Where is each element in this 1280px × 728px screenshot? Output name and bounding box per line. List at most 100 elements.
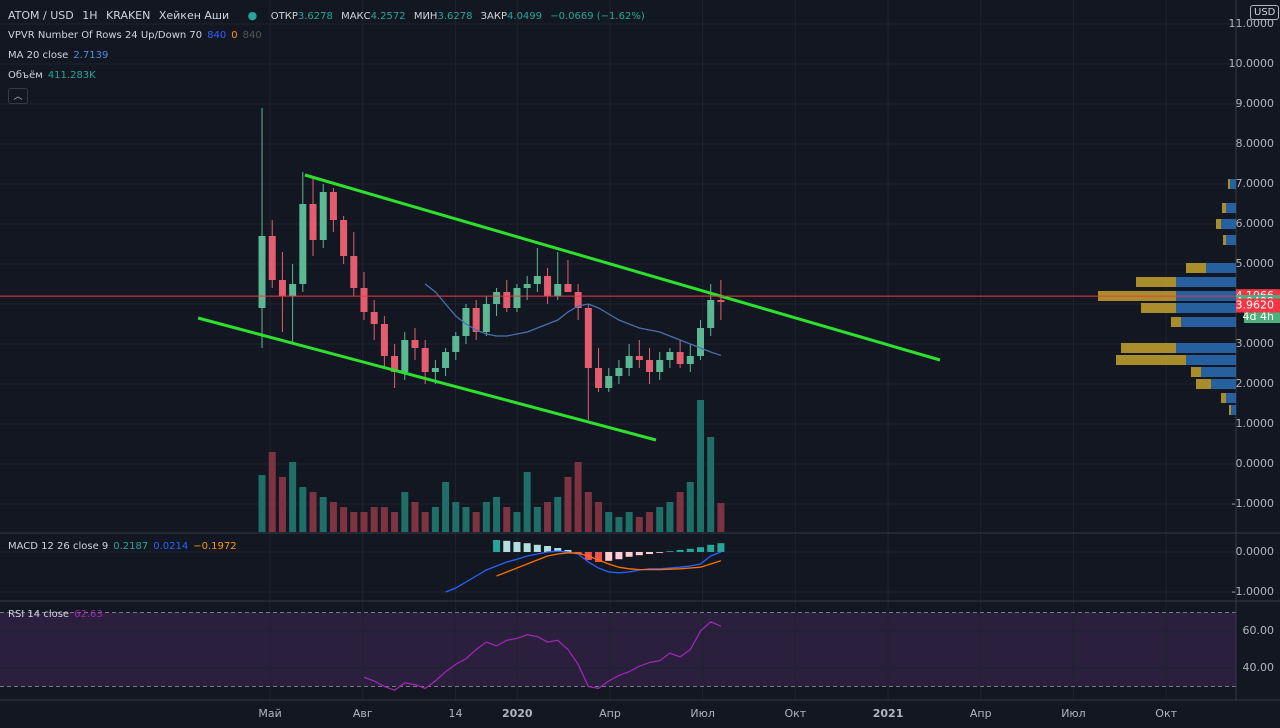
collapse-button[interactable]: ︿ <box>8 88 28 104</box>
rsi-background <box>0 612 1236 687</box>
candle-body <box>564 284 572 292</box>
vp-up <box>1176 277 1236 287</box>
candle-body <box>635 356 643 360</box>
volume-bar <box>646 511 654 532</box>
candle-body <box>676 352 684 364</box>
macd-histogram <box>615 552 623 560</box>
volume-bar <box>452 501 460 532</box>
volume-bar <box>482 501 490 532</box>
value: 0.2187 <box>113 541 149 552</box>
volume-legend: Объём 411.283K <box>8 70 101 81</box>
candle-body <box>299 204 307 284</box>
macd-histogram <box>493 540 501 552</box>
macd-histogram <box>595 552 603 562</box>
volume-bar <box>391 511 399 532</box>
volume-bar <box>686 481 694 532</box>
candle-body <box>309 204 317 240</box>
y-tick-label: -1.0000 <box>1232 497 1274 510</box>
volume-bar <box>278 476 286 532</box>
vp-down <box>1116 355 1186 365</box>
y-tick-label: 0.0000 <box>1236 457 1275 470</box>
symbol[interactable]: ATOM / USD <box>8 9 74 22</box>
candle-body <box>584 308 592 368</box>
x-tick-label: 14 <box>448 707 462 720</box>
currency-button[interactable]: USD <box>1250 5 1280 20</box>
candle-body <box>717 300 725 303</box>
candle-body <box>268 236 276 280</box>
volume-bar <box>564 476 572 532</box>
candle-body <box>493 292 501 304</box>
volume-bar <box>605 511 613 532</box>
volume-bar <box>421 511 429 532</box>
vp-down <box>1229 405 1231 415</box>
value: 411.283K <box>47 70 96 81</box>
y-tick-label: 40.00 <box>1243 661 1275 674</box>
y-tick-label: 10.0000 <box>1229 57 1275 70</box>
value: 0.0214 <box>153 541 189 552</box>
interval[interactable]: 1H <box>82 9 98 22</box>
volume-bar <box>329 501 337 532</box>
vp-up <box>1226 235 1236 245</box>
macd-histogram <box>513 542 521 552</box>
vp-down <box>1136 277 1176 287</box>
macd-histogram <box>625 552 633 557</box>
candle-body <box>462 308 470 336</box>
value: −0.1972 <box>193 541 237 552</box>
volume-bar <box>574 461 582 532</box>
countdown: 4d 4h <box>1243 310 1274 323</box>
volume-bar <box>462 506 470 532</box>
volume-bar <box>289 461 297 532</box>
y-tick-label: 5.0000 <box>1236 257 1275 270</box>
candle-body <box>329 192 337 220</box>
x-tick-label: Июл <box>1061 707 1086 720</box>
volume-bar <box>503 506 511 532</box>
y-tick-label: 3.0000 <box>1236 337 1275 350</box>
volume-bar <box>584 491 592 532</box>
candle-body <box>482 304 490 332</box>
vp-down <box>1191 367 1201 377</box>
macd-histogram <box>686 548 694 552</box>
candle-body <box>656 360 664 372</box>
value: 2.7139 <box>73 50 109 61</box>
value: 0 <box>231 30 238 41</box>
candle-body <box>360 288 368 312</box>
macd-histogram <box>676 550 684 552</box>
volume-bar <box>401 491 409 532</box>
volume-bar <box>625 511 633 532</box>
volume-bar <box>411 501 419 532</box>
ma-line <box>424 283 722 357</box>
candle-body <box>625 356 633 368</box>
vp-down <box>1121 343 1176 353</box>
x-tick-label: Май <box>258 707 281 720</box>
candle-body <box>370 312 378 324</box>
volume-bar <box>360 511 368 532</box>
candle-body <box>421 348 429 372</box>
y-tick-label: 6.0000 <box>1236 217 1275 230</box>
macd-histogram <box>707 544 715 552</box>
symbol-legend: ATOM / USD 1H KRAKEN Хейкен Аши ● ОТКР3.… <box>8 9 655 22</box>
candle-body <box>554 284 562 296</box>
macd-line <box>496 552 722 577</box>
candle-body <box>544 276 552 296</box>
ohlc-label: ОТКР <box>270 11 298 22</box>
label: Объём <box>8 70 43 81</box>
y-tick-label: -1.0000 <box>1232 585 1274 598</box>
volume-bar <box>676 491 684 532</box>
vp-up <box>1221 219 1236 229</box>
chart-style[interactable]: Хейкен Аши <box>158 9 230 22</box>
candle-body <box>350 256 358 288</box>
price-label-box <box>1244 310 1280 324</box>
rsi-line <box>363 621 722 691</box>
vp-up <box>1230 179 1236 189</box>
ohlc-label: ЗАКР <box>480 11 508 22</box>
volume-bar <box>258 475 266 532</box>
vp-down <box>1171 317 1181 327</box>
volume-bar <box>319 496 327 532</box>
ohlc-label: МИН <box>413 11 438 22</box>
label: MA 20 close <box>8 50 69 61</box>
volume-bar <box>717 503 725 532</box>
macd-histogram <box>717 543 725 552</box>
candle-body <box>380 324 388 356</box>
volume-bar <box>370 506 378 532</box>
